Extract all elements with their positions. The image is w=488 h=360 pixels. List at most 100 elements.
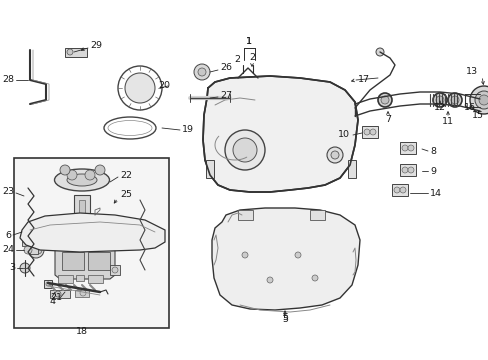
Text: 23: 23 xyxy=(2,188,14,197)
Circle shape xyxy=(55,291,61,297)
Bar xyxy=(65,48,87,57)
Circle shape xyxy=(34,246,42,254)
Bar xyxy=(309,210,325,220)
Text: 20: 20 xyxy=(158,81,170,90)
Circle shape xyxy=(28,242,44,258)
Circle shape xyxy=(80,290,86,296)
Text: 28: 28 xyxy=(2,76,14,85)
Circle shape xyxy=(242,252,247,258)
Bar xyxy=(30,246,38,254)
Bar xyxy=(399,142,415,154)
Bar xyxy=(62,252,84,270)
Polygon shape xyxy=(55,244,115,279)
Text: 2: 2 xyxy=(234,55,240,64)
Circle shape xyxy=(46,282,50,286)
Polygon shape xyxy=(203,76,357,192)
Circle shape xyxy=(224,130,264,170)
Circle shape xyxy=(67,170,77,180)
Text: 9: 9 xyxy=(429,167,435,176)
Bar xyxy=(88,275,103,283)
Circle shape xyxy=(478,95,488,105)
Bar xyxy=(14,158,169,328)
Circle shape xyxy=(198,68,205,76)
Circle shape xyxy=(469,86,488,114)
Text: 17: 17 xyxy=(357,76,369,85)
Bar xyxy=(58,275,73,283)
Circle shape xyxy=(85,170,95,180)
Circle shape xyxy=(311,275,317,281)
Text: 13: 13 xyxy=(465,68,477,77)
Text: 2: 2 xyxy=(248,53,254,62)
Text: 11: 11 xyxy=(441,117,453,126)
Text: 4: 4 xyxy=(49,297,55,306)
Bar xyxy=(79,200,85,245)
Bar xyxy=(361,126,377,138)
Circle shape xyxy=(294,252,301,258)
Circle shape xyxy=(194,64,209,80)
Circle shape xyxy=(401,145,407,151)
Bar xyxy=(76,275,84,281)
Bar xyxy=(205,160,214,178)
Text: 15: 15 xyxy=(471,112,483,121)
Text: 22: 22 xyxy=(120,171,132,180)
Circle shape xyxy=(393,187,399,193)
Circle shape xyxy=(380,96,388,104)
Text: 27: 27 xyxy=(220,91,231,100)
Text: 8: 8 xyxy=(429,148,435,157)
Circle shape xyxy=(474,91,488,109)
Polygon shape xyxy=(20,213,164,252)
Text: 10: 10 xyxy=(337,130,349,139)
Ellipse shape xyxy=(67,174,97,186)
Circle shape xyxy=(266,277,272,283)
Text: 5: 5 xyxy=(282,314,287,323)
Circle shape xyxy=(95,165,105,175)
Bar xyxy=(399,164,415,176)
Circle shape xyxy=(407,167,413,173)
Text: 21: 21 xyxy=(50,293,62,302)
Text: 14: 14 xyxy=(429,189,441,198)
Text: 1: 1 xyxy=(245,37,251,46)
Text: 18: 18 xyxy=(76,328,88,337)
Bar xyxy=(74,195,90,250)
Polygon shape xyxy=(212,208,359,310)
Circle shape xyxy=(375,48,383,56)
Text: 1: 1 xyxy=(245,37,251,46)
Circle shape xyxy=(20,263,30,273)
Bar xyxy=(22,240,34,246)
Circle shape xyxy=(363,129,369,135)
Text: 24: 24 xyxy=(2,246,14,255)
Circle shape xyxy=(377,93,391,107)
Bar xyxy=(347,160,355,178)
Circle shape xyxy=(326,147,342,163)
Text: 16: 16 xyxy=(463,104,475,112)
Bar xyxy=(75,290,89,297)
Circle shape xyxy=(447,93,461,107)
Circle shape xyxy=(407,145,413,151)
Circle shape xyxy=(435,96,443,104)
Text: 19: 19 xyxy=(182,126,194,135)
Circle shape xyxy=(369,129,375,135)
Bar xyxy=(110,265,120,275)
Circle shape xyxy=(125,73,155,103)
Bar xyxy=(238,210,252,220)
Text: 26: 26 xyxy=(220,63,231,72)
Circle shape xyxy=(432,93,446,107)
Circle shape xyxy=(60,165,70,175)
Circle shape xyxy=(112,267,118,273)
Bar xyxy=(88,252,110,270)
Circle shape xyxy=(450,96,458,104)
Circle shape xyxy=(401,167,407,173)
Text: 3: 3 xyxy=(9,264,15,273)
Circle shape xyxy=(24,246,32,254)
Circle shape xyxy=(330,151,338,159)
Text: 29: 29 xyxy=(90,41,102,50)
Bar xyxy=(391,184,407,196)
Bar xyxy=(50,290,70,298)
Circle shape xyxy=(67,49,73,55)
Text: 12: 12 xyxy=(433,104,445,112)
Circle shape xyxy=(399,187,405,193)
Ellipse shape xyxy=(54,169,109,191)
Text: 5: 5 xyxy=(282,315,287,324)
Text: 6: 6 xyxy=(5,230,11,239)
Circle shape xyxy=(232,138,257,162)
